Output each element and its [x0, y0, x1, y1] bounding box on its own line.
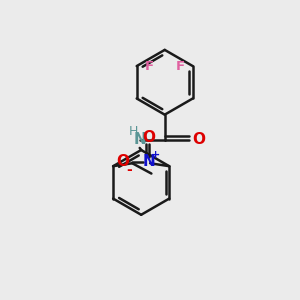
Text: -: - — [126, 163, 132, 177]
Text: F: F — [145, 60, 154, 73]
Text: N: N — [133, 132, 146, 147]
Text: O: O — [142, 130, 155, 145]
Text: +: + — [151, 150, 160, 160]
Text: F: F — [176, 60, 185, 73]
Text: H: H — [128, 125, 138, 138]
Text: O: O — [116, 154, 129, 169]
Text: O: O — [192, 132, 205, 147]
Text: N: N — [142, 154, 155, 169]
